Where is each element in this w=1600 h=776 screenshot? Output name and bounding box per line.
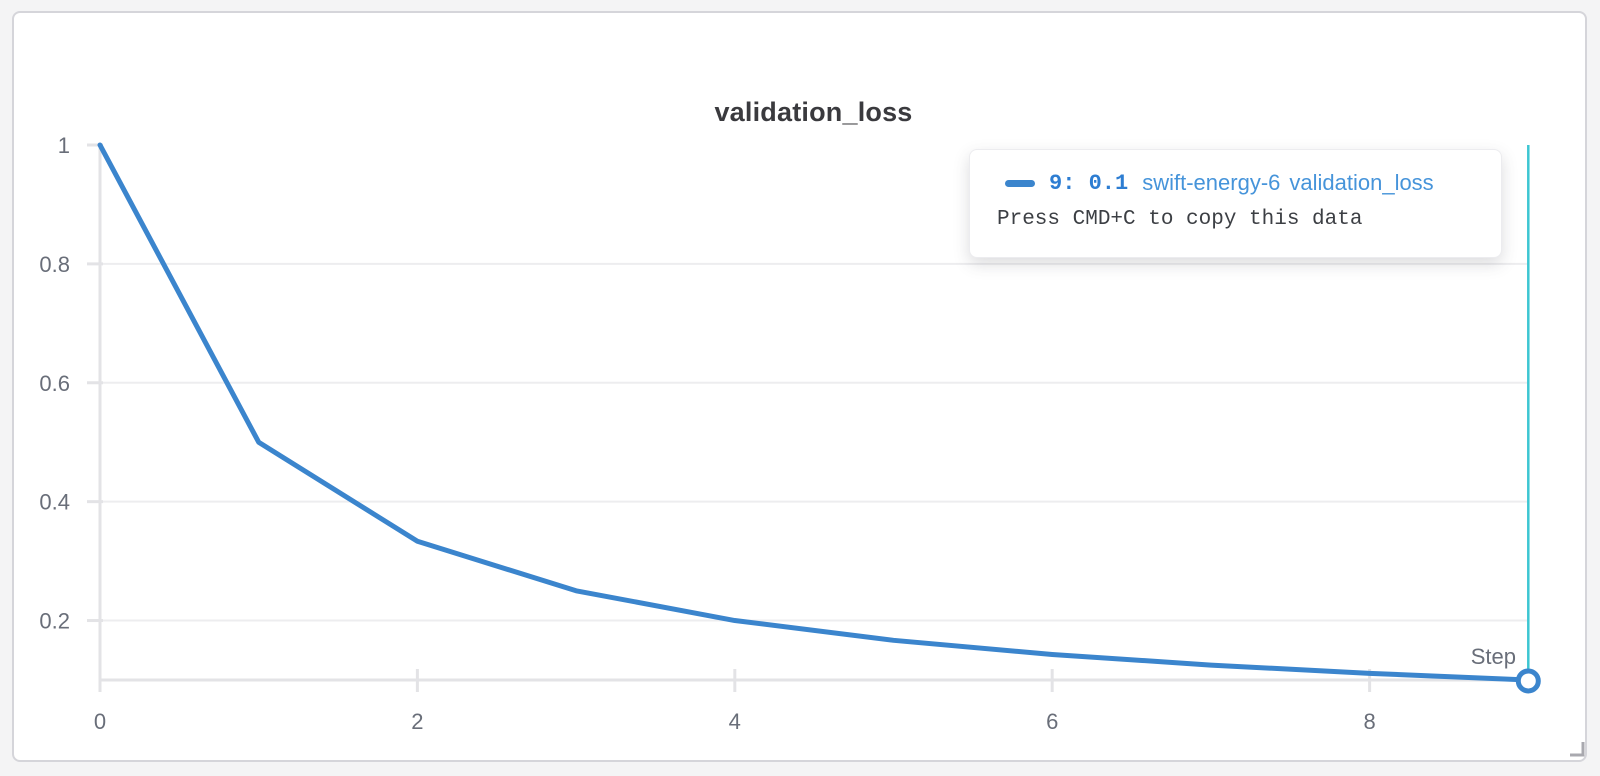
tooltip-metric-name: validation_loss [1289,170,1434,195]
tooltip-series-row: 9: 0.1 swift-energy-6 validation_loss [997,169,1481,197]
x-tick-label: 2 [411,709,423,734]
y-tick-label: 0.6 [39,371,70,396]
x-tick-label: 0 [94,709,106,734]
chart-panel: validation_loss [12,11,1587,762]
tooltip-point-value: 9: 0.1 [1049,170,1129,196]
resize-corner-icon [1570,742,1585,757]
y-tick-label: 0.4 [39,490,70,515]
tooltip-copy-hint: Press CMD+C to copy this data [997,208,1363,231]
resize-handle[interactable] [1566,738,1588,760]
y-tick-label: 0.8 [39,252,70,277]
y-tick-label: 0.2 [39,609,70,634]
x-tick-label: 6 [1046,709,1058,734]
tooltip-run-name: swift-energy-6 [1142,170,1281,195]
series-line[interactable] [97,142,1531,683]
endpoint-marker[interactable] [1515,668,1541,694]
chart-title: validation_loss [714,97,913,127]
x-tick-label: 8 [1363,709,1375,734]
chart-tooltip: 9: 0.1 swift-energy-6 validation_loss Pr… [969,149,1502,258]
y-tick-label: 1 [58,133,70,158]
series-color-swatch [1005,179,1035,187]
x-tick-label: 4 [729,709,741,734]
x-axis-title: Step [1470,644,1516,669]
